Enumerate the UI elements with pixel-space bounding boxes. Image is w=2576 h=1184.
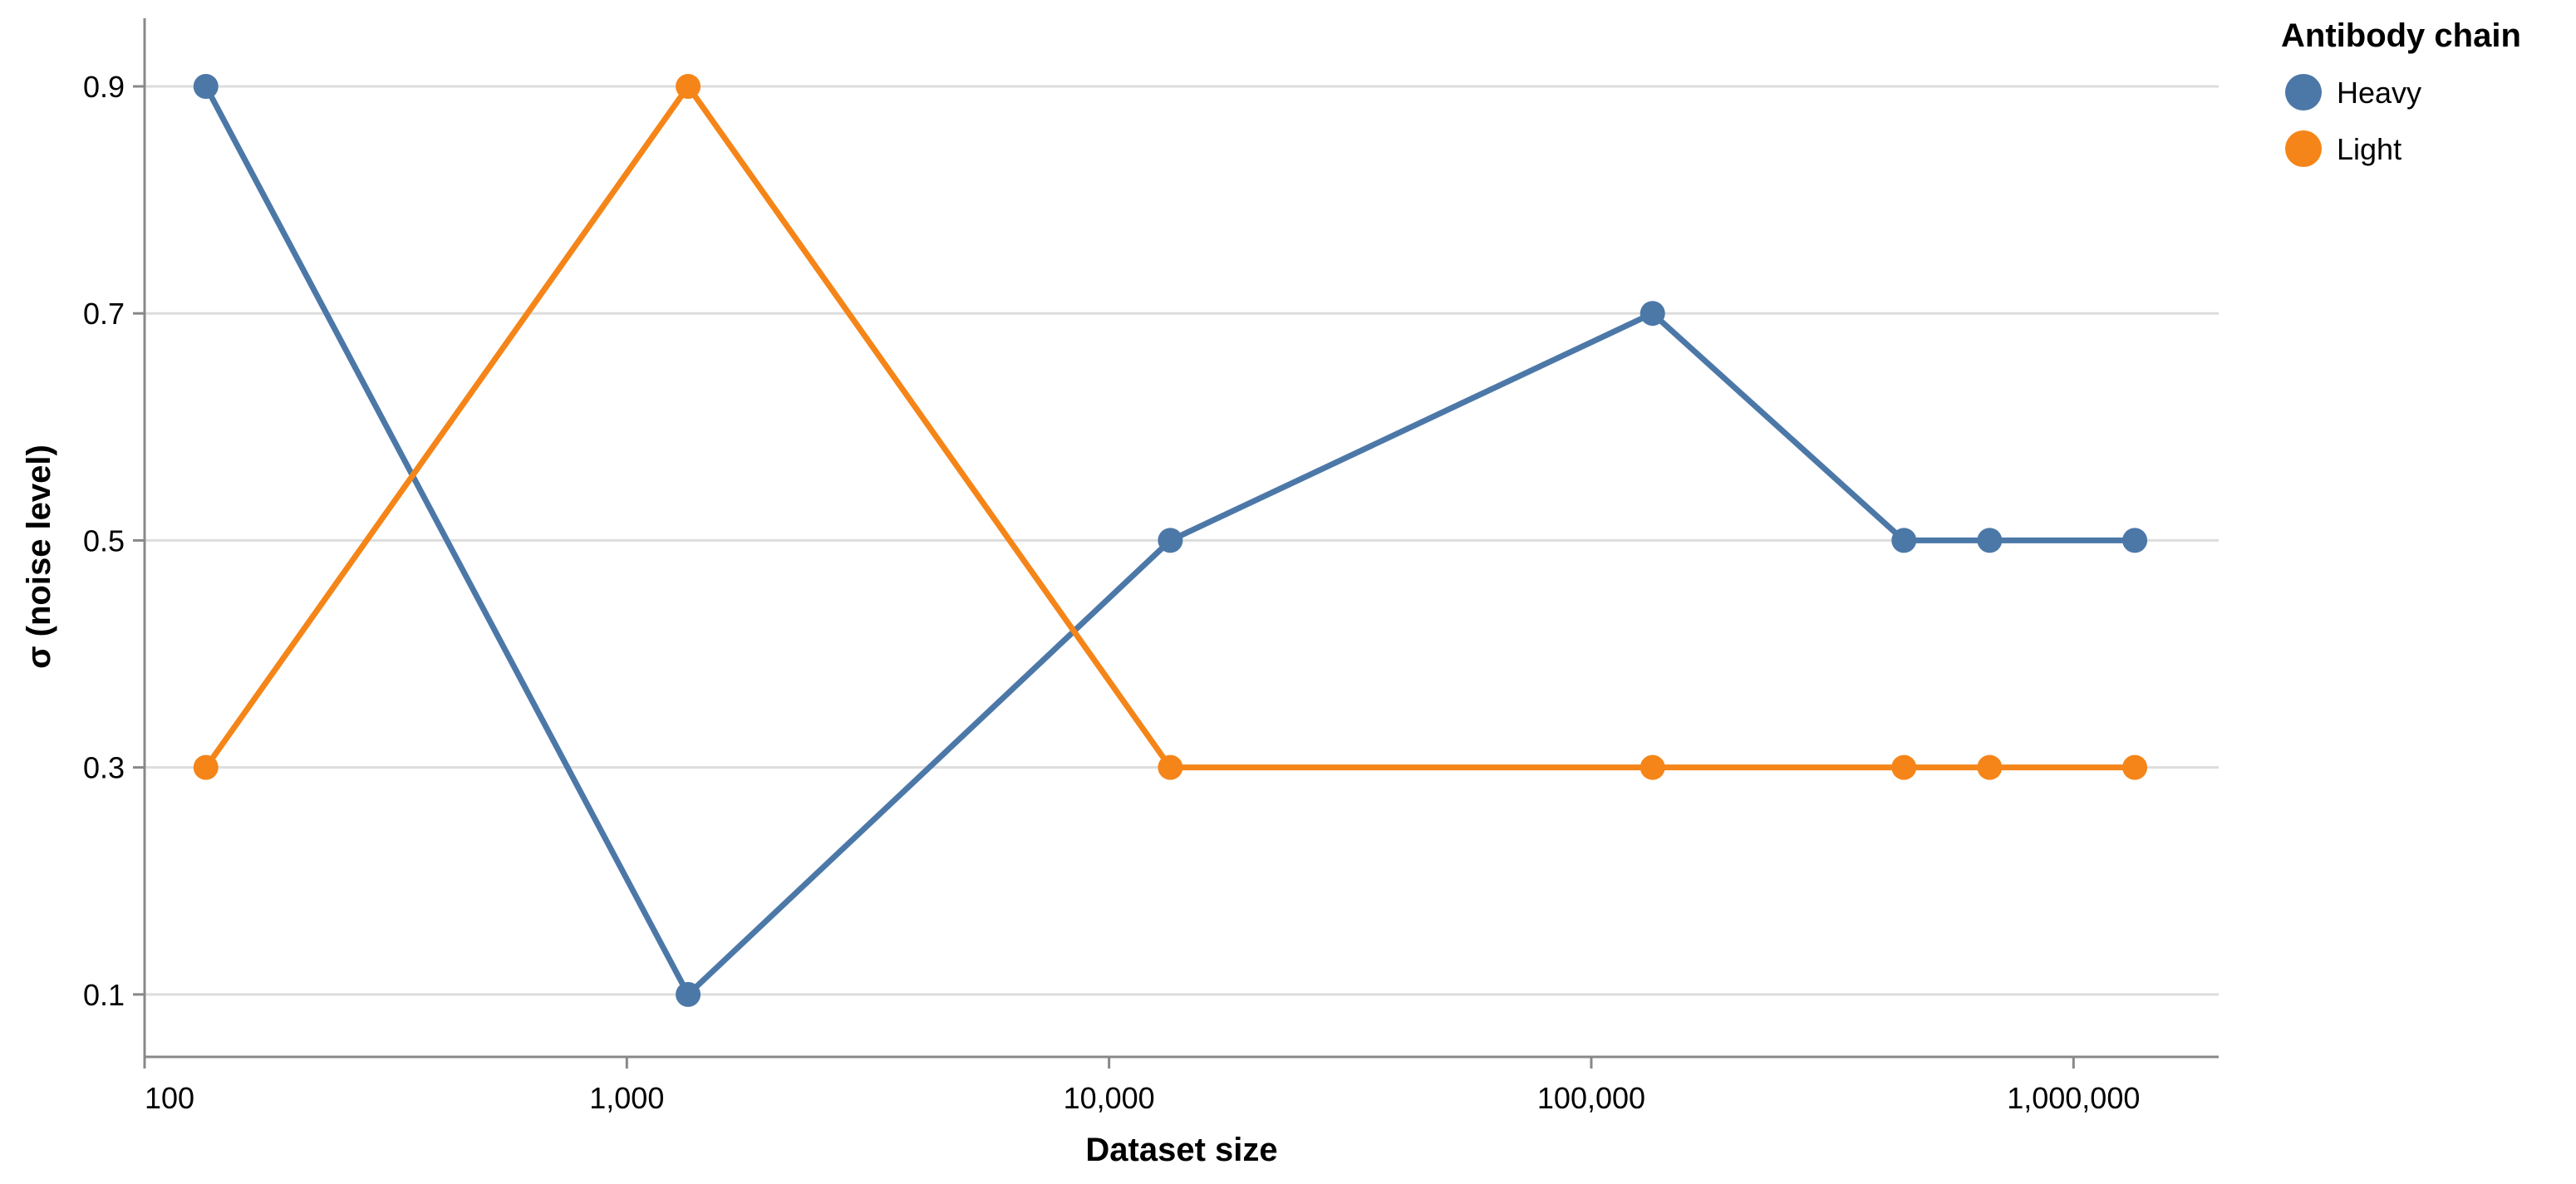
data-point-light-3: [1639, 754, 1665, 780]
axes: 0.1 0.3 0.5 0.7 0.9 100 1,000 10,000 100,000 1,00…: [83, 18, 2219, 1115]
y-tick-label-3: 0.7: [83, 297, 125, 331]
legend-swatch-heavy: [2285, 74, 2322, 111]
data-point-light-6: [2122, 754, 2148, 780]
legend-label-heavy: Heavy: [2337, 76, 2421, 110]
data-point-heavy-5: [1977, 528, 2003, 553]
data-point-light-2: [1158, 754, 1183, 780]
y-axis-title: σ (noise level): [21, 445, 57, 669]
y-tick-label-4: 0.9: [83, 70, 125, 104]
data-point-heavy-6: [2122, 528, 2148, 553]
data-point-heavy-0: [193, 73, 219, 99]
data-point-light-5: [1977, 754, 2003, 780]
data-point-heavy-2: [1158, 528, 1183, 553]
data-point-light-0: [193, 754, 219, 780]
data-point-heavy-3: [1639, 301, 1665, 327]
data-point-heavy-1: [676, 981, 701, 1007]
x-tick-label-1: 1,000: [589, 1081, 664, 1115]
x-tick-label-4: 1,000,000: [2007, 1081, 2140, 1115]
y-tick-label-1: 0.3: [83, 751, 125, 785]
x-tick-label-3: 100,000: [1537, 1081, 1645, 1115]
x-tick-label-0: 100: [145, 1081, 194, 1115]
legend-title: Antibody chain: [2281, 17, 2521, 54]
x-tick-label-2: 10,000: [1064, 1081, 1155, 1115]
data-points: [193, 73, 2148, 1007]
data-point-light-1: [676, 73, 701, 99]
x-axis-title: Dataset size: [1085, 1132, 1277, 1168]
legend-items: Heavy Light: [2285, 74, 2421, 167]
y-tick-label-2: 0.5: [83, 523, 125, 558]
series-line-light: [203, 83, 2136, 771]
legend: Antibody chain Heavy Light: [2281, 17, 2521, 167]
data-point-light-4: [1891, 754, 1917, 780]
legend-swatch-light: [2285, 130, 2322, 167]
data-point-heavy-4: [1891, 528, 1917, 553]
legend-label-light: Light: [2337, 132, 2401, 166]
y-tick-label-0: 0.1: [83, 978, 125, 1012]
